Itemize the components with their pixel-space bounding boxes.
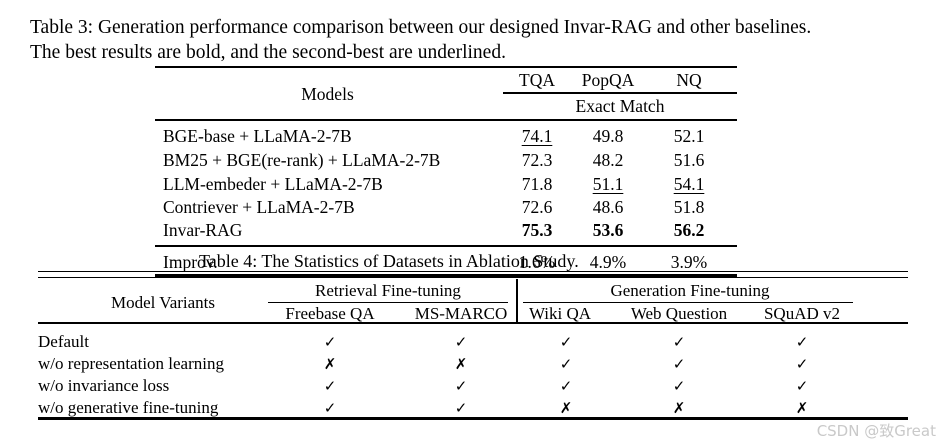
check-icon: ✓ bbox=[795, 377, 809, 395]
table4-variants-header: Model Variants bbox=[110, 293, 216, 312]
table3-improv-cell: 4.9% bbox=[589, 252, 627, 272]
table3-improv-label: Improv. bbox=[163, 252, 218, 272]
table3-cell: 48.2 bbox=[592, 150, 624, 170]
table3-improv-rule bbox=[155, 245, 737, 247]
cross-icon: ✗ bbox=[454, 355, 468, 373]
table3-cell: 53.6 bbox=[592, 220, 624, 240]
table3-cell: 75.3 bbox=[521, 220, 553, 240]
table3-cell: 52.1 bbox=[673, 126, 705, 146]
check-icon: ✓ bbox=[559, 333, 573, 351]
table3-improv-cell: 3.9% bbox=[670, 252, 708, 272]
check-icon: ✓ bbox=[323, 399, 337, 417]
table3-top-rule bbox=[155, 66, 737, 68]
check-icon: ✓ bbox=[795, 333, 809, 351]
table3-col-nq: NQ bbox=[676, 70, 702, 90]
table3-row-model: LLM-embeder + LLaMA-2-7B bbox=[163, 174, 383, 194]
table3-cell: 71.8 bbox=[521, 174, 553, 194]
table3-col-tqa: TQA bbox=[519, 70, 555, 90]
table4-row-variant: w/o representation learning bbox=[38, 354, 224, 373]
cross-icon: ✗ bbox=[672, 399, 686, 417]
check-icon: ✓ bbox=[795, 355, 809, 373]
table3-row-model: Invar-RAG bbox=[163, 220, 243, 240]
table3-cell: 51.6 bbox=[673, 150, 705, 170]
table3-caption-line2: The best results are bold, and the secon… bbox=[30, 42, 506, 63]
cross-icon: ✗ bbox=[795, 399, 809, 417]
check-icon: ✓ bbox=[454, 399, 468, 417]
cross-icon: ✗ bbox=[559, 399, 573, 417]
table3-cell: 51.1 bbox=[592, 174, 624, 194]
table3-cell: 54.1 bbox=[673, 174, 705, 194]
table3-bottom-rule bbox=[155, 273, 737, 277]
table3-row-model: Contriever + LLaMA-2-7B bbox=[163, 197, 355, 217]
table4-row-variant: w/o invariance loss bbox=[38, 376, 170, 395]
table3-col-popqa: PopQA bbox=[581, 70, 635, 90]
table3-cell: 74.1 bbox=[521, 126, 553, 146]
table4-bottom-rule bbox=[38, 417, 908, 420]
check-icon: ✓ bbox=[454, 377, 468, 395]
table4-col-freebase: Freebase QA bbox=[285, 304, 375, 323]
table3-cell: 51.8 bbox=[673, 197, 705, 217]
table3-models-header: Models bbox=[301, 84, 354, 104]
table3-caption-line1: Table 3: Generation performance comparis… bbox=[30, 17, 812, 38]
table3-cell: 48.6 bbox=[592, 197, 624, 217]
table4-group-retrieval: Retrieval Fine-tuning bbox=[315, 281, 461, 300]
table4-cmidrule-retrieval bbox=[268, 302, 508, 304]
table4-top-rule-a bbox=[38, 270, 908, 272]
table4-row-variant: w/o generative fine-tuning bbox=[38, 398, 219, 417]
table4-cmidrule-generation bbox=[523, 302, 853, 304]
table4-header-rule bbox=[38, 322, 908, 324]
check-icon: ✓ bbox=[559, 355, 573, 373]
table3-metric-label: Exact Match bbox=[575, 96, 665, 116]
check-icon: ✓ bbox=[454, 333, 468, 351]
cross-icon: ✗ bbox=[323, 355, 337, 373]
table3-cell: 49.8 bbox=[592, 126, 624, 146]
table4-vertical-divider bbox=[516, 279, 518, 323]
table4-col-msmarco: MS-MARCO bbox=[414, 304, 508, 323]
table3-cell: 56.2 bbox=[673, 220, 705, 240]
table4-group-generation: Generation Fine-tuning bbox=[610, 281, 770, 300]
check-icon: ✓ bbox=[672, 355, 686, 373]
check-icon: ✓ bbox=[672, 377, 686, 395]
table3-row-model: BGE-base + LLaMA-2-7B bbox=[163, 126, 352, 146]
table3-header-rule bbox=[155, 119, 737, 121]
table3-improv-cell: 1.6% bbox=[518, 252, 556, 272]
table3-cell: 72.3 bbox=[521, 150, 553, 170]
table3-cell: 72.6 bbox=[521, 197, 553, 217]
table3-metric-rule bbox=[503, 92, 737, 94]
csdn-watermark: CSDN @致Great bbox=[816, 422, 936, 440]
table3-row-model: BM25 + BGE(re-rank) + LLaMA-2-7B bbox=[163, 150, 441, 170]
table4-col-wikiqa: Wiki QA bbox=[528, 304, 592, 323]
table4-col-squad: SQuAD v2 bbox=[763, 304, 841, 323]
table4-col-webq: Web Question bbox=[630, 304, 728, 323]
check-icon: ✓ bbox=[559, 377, 573, 395]
table4-row-variant: Default bbox=[38, 332, 89, 351]
table4-caption: Table 4: The Statistics of Datasets in A… bbox=[199, 251, 579, 271]
check-icon: ✓ bbox=[672, 333, 686, 351]
check-icon: ✓ bbox=[323, 377, 337, 395]
table4-top-rule-b bbox=[38, 276, 908, 278]
check-icon: ✓ bbox=[323, 333, 337, 351]
